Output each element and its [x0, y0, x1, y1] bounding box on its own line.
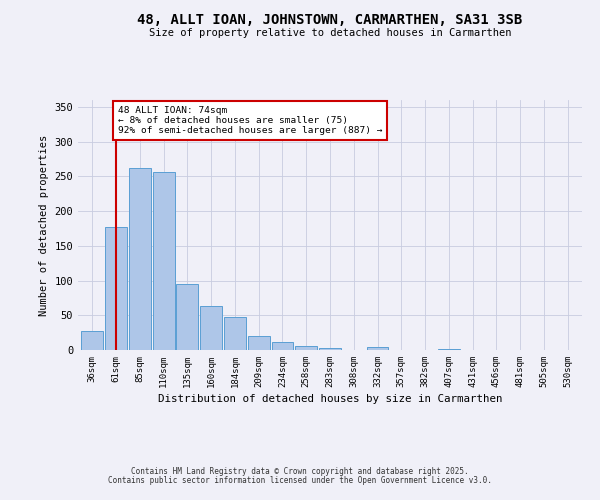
- Text: Size of property relative to detached houses in Carmarthen: Size of property relative to detached ho…: [149, 28, 511, 38]
- Bar: [129, 168, 151, 350]
- Bar: [319, 348, 341, 350]
- Bar: [176, 284, 198, 350]
- Bar: [105, 227, 127, 350]
- Bar: [295, 346, 317, 350]
- Bar: [82, 331, 103, 350]
- Text: Contains HM Land Registry data © Crown copyright and database right 2025.: Contains HM Land Registry data © Crown c…: [131, 467, 469, 476]
- Text: 48 ALLT IOAN: 74sqm
← 8% of detached houses are smaller (75)
92% of semi-detache: 48 ALLT IOAN: 74sqm ← 8% of detached hou…: [118, 106, 382, 136]
- Bar: [438, 348, 460, 350]
- X-axis label: Distribution of detached houses by size in Carmarthen: Distribution of detached houses by size …: [158, 394, 502, 404]
- Bar: [272, 342, 293, 350]
- Bar: [200, 306, 222, 350]
- Bar: [367, 347, 388, 350]
- Bar: [248, 336, 269, 350]
- Text: 48, ALLT IOAN, JOHNSTOWN, CARMARTHEN, SA31 3SB: 48, ALLT IOAN, JOHNSTOWN, CARMARTHEN, SA…: [137, 12, 523, 26]
- Bar: [152, 172, 175, 350]
- Text: Contains public sector information licensed under the Open Government Licence v3: Contains public sector information licen…: [108, 476, 492, 485]
- Y-axis label: Number of detached properties: Number of detached properties: [39, 134, 49, 316]
- Bar: [224, 316, 246, 350]
